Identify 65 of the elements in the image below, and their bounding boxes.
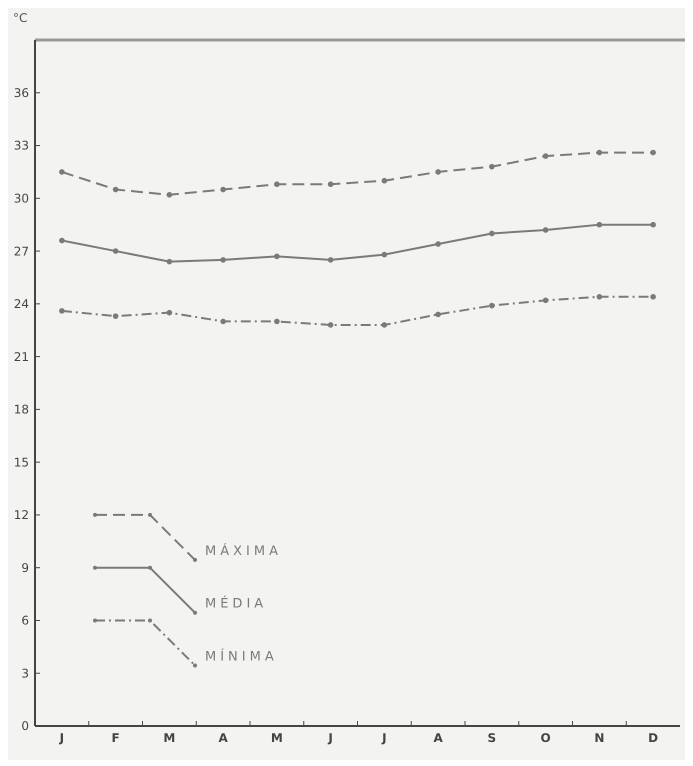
y-tick-label: 6 (21, 614, 29, 628)
point (435, 312, 441, 318)
x-tick-label: A (218, 731, 228, 745)
y-tick-label: 9 (21, 560, 29, 575)
y-tick-label: 12 (14, 508, 29, 522)
point (59, 169, 65, 175)
x-tick-label: N (594, 731, 604, 745)
point (328, 322, 334, 328)
point (220, 186, 226, 192)
point (59, 308, 65, 314)
point (112, 313, 118, 319)
point (274, 318, 280, 324)
y-tick-label: 18 (14, 402, 29, 417)
point (166, 258, 172, 264)
point (328, 181, 334, 188)
point (435, 169, 441, 175)
point (650, 150, 656, 156)
y-tick-label: 36 (14, 86, 29, 100)
x-tick-label: F (112, 731, 120, 745)
x-tick-label: J (327, 731, 333, 745)
point (542, 298, 548, 304)
point (489, 164, 495, 170)
point (166, 192, 172, 198)
y-tick-label: 33 (14, 138, 29, 153)
y-tick-label: 24 (14, 297, 29, 312)
point (650, 294, 656, 300)
point (220, 257, 226, 263)
point (274, 181, 280, 188)
x-tick-label: J (381, 731, 387, 745)
x-tick-label: M (270, 731, 283, 745)
y-tick-label: 15 (14, 455, 29, 470)
point (382, 252, 388, 258)
point (596, 222, 602, 228)
y-axis-title: °C (13, 11, 28, 25)
x-tick-label: J (58, 731, 64, 745)
point (112, 248, 118, 254)
point (650, 222, 656, 228)
y-tick-label: 21 (14, 350, 29, 364)
x-tick-label: A (433, 731, 444, 745)
y-tick-label: 27 (14, 244, 29, 258)
legend-label: MÁXIMA (205, 542, 282, 559)
y-tick-label: 0 (21, 719, 29, 734)
point (542, 227, 548, 233)
point (382, 178, 388, 184)
point (274, 254, 280, 260)
point (489, 230, 495, 236)
point (489, 302, 495, 308)
legend-label: MÍNIMA (205, 647, 278, 664)
x-tick-label: D (648, 731, 658, 745)
point (166, 310, 172, 316)
point (112, 186, 118, 192)
point (596, 150, 602, 156)
y-tick-label: 30 (14, 192, 29, 206)
point (220, 318, 226, 324)
x-tick-label: S (488, 731, 496, 745)
point (59, 238, 65, 244)
point (328, 257, 334, 263)
point (542, 153, 548, 159)
y-tick-label: 3 (21, 666, 29, 680)
x-tick-label: O (540, 731, 551, 745)
legend-label: MÉDIA (205, 594, 268, 612)
point (435, 241, 441, 247)
point (382, 322, 388, 328)
point (596, 294, 602, 300)
x-tick-label: M (163, 731, 176, 745)
